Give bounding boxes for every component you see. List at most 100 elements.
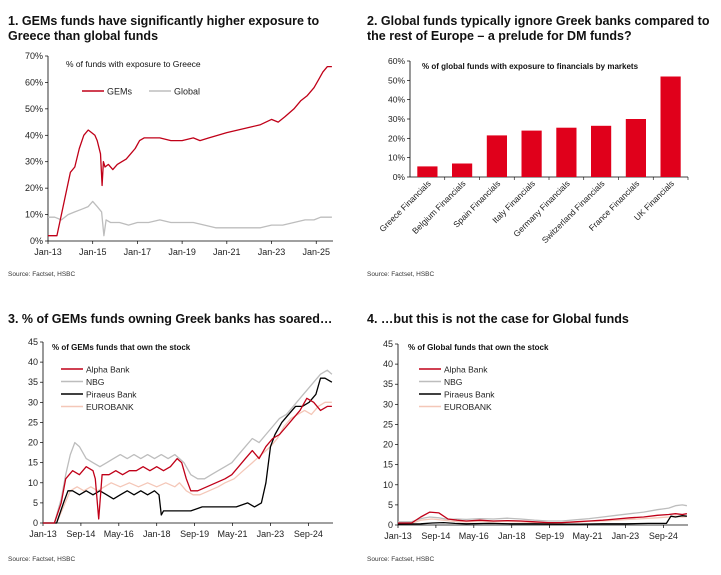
bar-spain-financials <box>486 135 507 177</box>
legend-label: NBG <box>86 377 104 387</box>
y-tick-label: 40 <box>28 357 38 367</box>
series-line-piraeus-bank <box>43 377 333 524</box>
x-tick-label: Jan-23 <box>258 247 286 257</box>
y-tick-label: 15 <box>383 460 393 470</box>
bar-italy-financials <box>521 130 542 177</box>
y-tick-label: 60% <box>25 77 43 87</box>
x-tick-label: May-16 <box>459 531 489 541</box>
y-tick-label: 45 <box>28 337 38 347</box>
legend-label: EUROBANK <box>86 402 134 412</box>
bar-switzerland-financials <box>591 125 612 177</box>
y-tick-label: 70% <box>25 51 43 61</box>
bar-germany-financials <box>556 127 577 177</box>
y-tick-label: 0 <box>33 518 38 528</box>
x-tick-label: Sep-24 <box>649 531 678 541</box>
x-tick-label: Jan-19 <box>168 247 196 257</box>
x-tick-label: Jan-13 <box>34 247 62 257</box>
chart1-title: 1. GEMs funds have significantly higher … <box>8 14 320 43</box>
chart-subtitle: % of GEMs funds that own the stock <box>52 343 191 352</box>
x-tick-label: Jan-23 <box>612 531 640 541</box>
y-tick-label: 40 <box>383 359 393 369</box>
y-tick-label: 40% <box>25 130 43 140</box>
x-tick-label: Jan-18 <box>498 531 526 541</box>
series-line-global <box>48 200 332 237</box>
y-tick-label: 25 <box>28 417 38 427</box>
x-tick-label: Jan-17 <box>124 247 152 257</box>
chart-subtitle: % of Global funds that own the stock <box>408 343 549 352</box>
bar-greece-financials <box>417 166 438 177</box>
y-tick-label: 40% <box>388 95 405 105</box>
y-tick-label: 30 <box>28 397 38 407</box>
chart2-source: Source: Factset, HSBC <box>367 271 435 278</box>
y-tick-label: 30 <box>383 399 393 409</box>
x-tick-label: Jan-13 <box>29 529 57 539</box>
x-tick-label: Sep-19 <box>535 531 564 541</box>
chart2-title: 2. Global funds typically ignore Greek b… <box>367 14 710 43</box>
x-tick-label: May-21 <box>218 529 248 539</box>
y-tick-label: 0% <box>30 236 43 246</box>
x-tick-label: Sep-24 <box>294 529 323 539</box>
bar-belgium-financials <box>452 163 473 177</box>
y-tick-label: 60% <box>388 56 405 66</box>
legend-label: Piraeus Bank <box>444 390 495 400</box>
x-tick-label: Sep-14 <box>421 531 450 541</box>
x-tick-label: May-21 <box>573 531 603 541</box>
chart4-source: Source: Factset, HSBC <box>367 556 435 563</box>
x-tick-label: Jan-18 <box>143 529 171 539</box>
y-tick-label: 50% <box>388 75 405 85</box>
y-tick-label: 20% <box>388 133 405 143</box>
y-tick-label: 0% <box>393 172 406 182</box>
y-tick-label: 10 <box>28 478 38 488</box>
series-line-nbg <box>43 369 333 524</box>
chart-subtitle: % of global funds with exposure to finan… <box>422 62 639 71</box>
chart1-source: Source: Factset, HSBC <box>8 271 76 278</box>
y-tick-label: 5 <box>388 500 393 510</box>
y-tick-label: 50% <box>25 104 43 114</box>
y-tick-label: 10 <box>383 480 393 490</box>
series-line-alpha-bank <box>43 397 332 524</box>
x-tick-label: Jan-21 <box>213 247 241 257</box>
y-tick-label: 10% <box>25 210 43 220</box>
x-tick-label: Jan-23 <box>257 529 285 539</box>
x-tick-label: May-16 <box>104 529 134 539</box>
chart-subtitle: % of funds with exposure to Greece <box>66 59 201 69</box>
y-tick-label: 20 <box>383 440 393 450</box>
legend-label: Alpha Bank <box>86 365 130 375</box>
y-tick-label: 30% <box>25 157 43 167</box>
y-tick-label: 20% <box>25 183 43 193</box>
legend-label: Alpha Bank <box>444 365 488 375</box>
y-tick-label: 20 <box>28 438 38 448</box>
bar-uk-financials <box>660 76 681 177</box>
y-tick-label: 5 <box>33 498 38 508</box>
y-tick-label: 30% <box>388 114 405 124</box>
x-tick-label: Jan-15 <box>79 247 107 257</box>
series-line-alpha-bank <box>398 511 688 524</box>
y-tick-label: 15 <box>28 458 38 468</box>
x-tick-label: Jan-13 <box>384 531 412 541</box>
legend-label: Global <box>174 87 200 97</box>
y-tick-label: 25 <box>383 419 393 429</box>
chart4-title: 4. …but this is not the case for Global … <box>367 312 629 326</box>
y-tick-label: 35 <box>28 377 38 387</box>
x-tick-label: Sep-19 <box>180 529 209 539</box>
legend-label: Piraeus Bank <box>86 390 137 400</box>
series-line-eurobank <box>43 401 332 524</box>
x-tick-label: Sep-14 <box>66 529 95 539</box>
y-tick-label: 35 <box>383 379 393 389</box>
legend-label: EUROBANK <box>444 402 492 412</box>
y-tick-label: 45 <box>383 339 393 349</box>
y-tick-label: 10% <box>388 153 405 163</box>
series-line-gems <box>48 65 332 237</box>
bar-france-financials <box>625 119 646 177</box>
x-tick-label: Jan-25 <box>302 247 330 257</box>
y-tick-label: 0 <box>388 520 393 530</box>
chart3-title: 3. % of GEMs funds owning Greek banks ha… <box>8 312 333 326</box>
chart3-source: Source: Factset, HSBC <box>8 556 76 563</box>
legend-label: NBG <box>444 377 462 387</box>
series-line-piraeus-bank <box>397 515 687 525</box>
legend-label: GEMs <box>107 87 133 97</box>
